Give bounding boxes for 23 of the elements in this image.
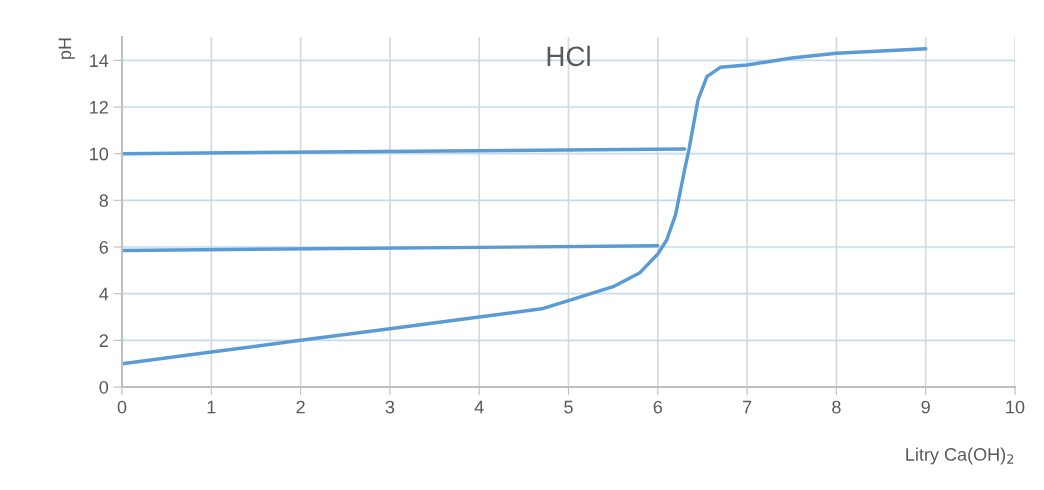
x-tick-label: 7 <box>743 400 752 414</box>
y-tick-label: 14 <box>90 54 109 67</box>
x-tick-label: 9 <box>921 400 930 414</box>
x-tick-label: 0 <box>117 400 127 414</box>
chart-title: HCl <box>547 45 590 67</box>
x-axis-title: Litry Ca(OH)$_{2}$ <box>906 447 1014 465</box>
y-axis-title: pH <box>58 38 75 59</box>
x-tick-label: 10 <box>1006 400 1025 414</box>
y-tick-label: 12 <box>90 100 108 114</box>
x-tick-label: 8 <box>832 400 841 414</box>
y-tick-label: 0 <box>99 380 109 394</box>
x-tick-label: 3 <box>385 400 395 414</box>
y-tick-label: 10 <box>90 147 109 161</box>
x-tick-label: 5 <box>564 400 573 414</box>
x-tick-label: 2 <box>296 400 305 414</box>
x-tick-label: 4 <box>474 400 484 414</box>
y-tick-label: 2 <box>99 334 108 347</box>
line-series <box>122 46 928 366</box>
x-tick-label: 1 <box>207 400 216 414</box>
x-tick-label: 6 <box>653 400 663 414</box>
y-tick-label: 4 <box>99 287 109 301</box>
y-tick-label: 6 <box>99 240 109 254</box>
y-tick-label: 8 <box>99 194 109 208</box>
